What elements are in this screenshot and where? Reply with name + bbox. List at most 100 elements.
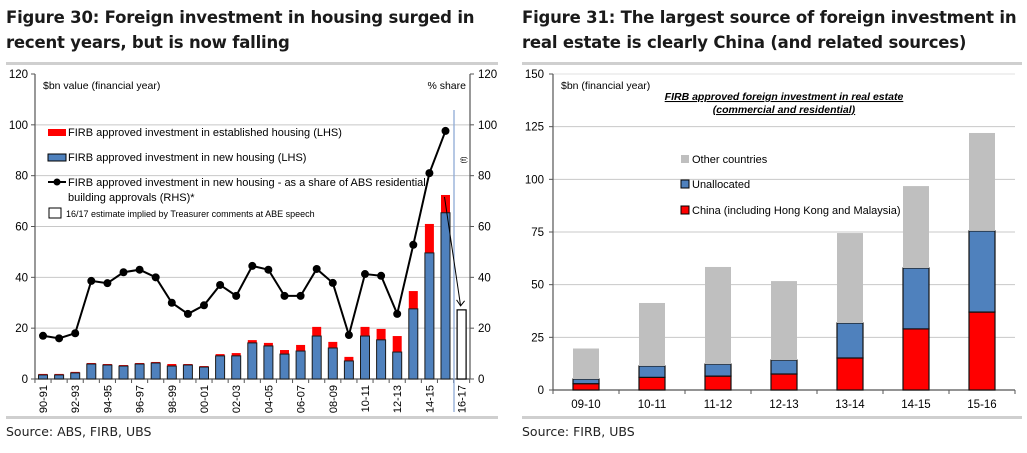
x-tick-label: 14-15 (424, 385, 436, 413)
share-line-point (409, 240, 418, 249)
bar-unallocated (836, 322, 864, 359)
y-tick-label: 150 (525, 69, 544, 81)
bar-china (704, 375, 732, 391)
legend-swatch-other-countries (681, 155, 689, 163)
legend-label-share: FIRB approved investment in new housing … (68, 177, 426, 189)
bar-new-housing (360, 335, 370, 380)
x-tick-label: 10-11 (638, 399, 667, 411)
left-tick-label: 80 (15, 171, 28, 183)
bar-new-housing (134, 363, 145, 380)
bar-new-housing (118, 365, 129, 380)
bar-other-countries (969, 132, 995, 231)
x-tick-label: 06-07 (296, 385, 308, 413)
bar-other-countries (573, 348, 599, 380)
bar-new-housing (343, 360, 354, 380)
bar-new-housing (279, 353, 290, 380)
bar-unallocated (572, 378, 600, 385)
legend-label-new-housing: FIRB approved investment in new housing … (68, 152, 306, 164)
forecast-marker: (f) (459, 156, 468, 164)
bar-new-housing (295, 350, 306, 380)
right-axis-label: % share (427, 80, 466, 92)
figure-30-top-rule (6, 62, 498, 65)
share-line-point (361, 270, 369, 279)
bar-established-housing (376, 328, 386, 340)
legend-swatch-new-housing (47, 153, 67, 162)
legend-swatch-unallocated (680, 179, 690, 189)
y-tick-label: 125 (525, 122, 544, 134)
x-tick-label: 98-99 (167, 385, 179, 413)
right-tick-label: 120 (478, 69, 497, 81)
share-line-point (280, 291, 289, 300)
bar-other-countries (903, 186, 929, 269)
figure-30-bottom-rule (6, 416, 498, 419)
share-line-point (71, 329, 80, 338)
bar-established-housing (151, 361, 161, 363)
right-tick-label: 0 (478, 374, 484, 386)
right-tick-label: 20 (478, 323, 491, 335)
share-line-point (216, 280, 225, 289)
bar-new-housing (38, 374, 48, 380)
bar-new-housing (440, 212, 451, 380)
share-line-point (167, 298, 176, 307)
legend-swatch-line-marker (53, 178, 61, 186)
y-tick-label: 100 (525, 174, 544, 186)
share-line-point (264, 265, 273, 274)
share-line-point (344, 331, 353, 340)
bar-new-housing (102, 364, 113, 380)
bar-new-housing (199, 366, 209, 380)
x-tick-label: 92-93 (70, 385, 82, 413)
x-tick-label: 15-16 (967, 399, 996, 411)
bar-established-housing (102, 364, 112, 366)
right-tick-label: 100 (478, 120, 497, 132)
bar-unallocated (638, 365, 666, 378)
share-line-point (393, 309, 402, 318)
bar-china (902, 328, 930, 391)
figure-31-title: Figure 31: The largest source of foreign… (522, 8, 1017, 52)
bar-new-housing (376, 339, 387, 380)
chart-subtitle-line1: FIRB approved foreign investment in real… (665, 91, 904, 103)
bar-new-housing (86, 363, 97, 380)
bar-china (770, 373, 798, 391)
legend-swatch-estimate (48, 207, 62, 219)
bar-established-housing (86, 362, 96, 365)
x-tick-label: 00-01 (199, 385, 211, 413)
bar-established-housing (38, 373, 48, 375)
bar-unallocated (770, 359, 798, 375)
bar-new-housing (166, 365, 177, 380)
right-tick-label: 80 (478, 171, 491, 183)
bar-new-housing (54, 374, 65, 380)
share-line-point (200, 301, 208, 310)
bar-other-countries (837, 233, 863, 324)
share-line-point (39, 331, 47, 340)
share-line-point (183, 309, 192, 318)
bar-established-housing (215, 354, 225, 356)
share-line-point (135, 265, 144, 274)
x-tick-label: 08-09 (328, 385, 340, 413)
bar-new-housing (408, 308, 419, 380)
legend-swatch-china (680, 205, 690, 215)
bar-established-housing (280, 350, 289, 355)
bar-established-housing (167, 364, 177, 367)
y-tick-label: 50 (531, 280, 544, 292)
x-tick-label: 16-17 (457, 385, 469, 413)
x-tick-label: 13-14 (835, 399, 865, 411)
bar-established-housing (183, 364, 193, 366)
legend-label-unallocated: Unallocated (692, 179, 750, 191)
legend-label-other-countries: Other countries (692, 154, 768, 166)
bar-established-housing (328, 341, 338, 348)
share-line-point (441, 126, 450, 135)
bar-established-housing (312, 326, 322, 337)
share-line-point (151, 273, 160, 282)
bar-other-countries (705, 266, 731, 365)
legend-label-share-cont: building approvals (RHS)* (68, 192, 195, 204)
bar-new-housing (182, 364, 193, 380)
x-tick-label: 96-97 (135, 385, 147, 413)
bar-established-housing (424, 223, 434, 253)
share-line-point (248, 261, 257, 270)
share-line-point (232, 291, 241, 300)
share-line-point (312, 264, 321, 273)
chart-subtitle-line2: (commercial and residential) (713, 104, 856, 116)
bar-china (836, 357, 864, 391)
share-line-point (119, 268, 128, 277)
